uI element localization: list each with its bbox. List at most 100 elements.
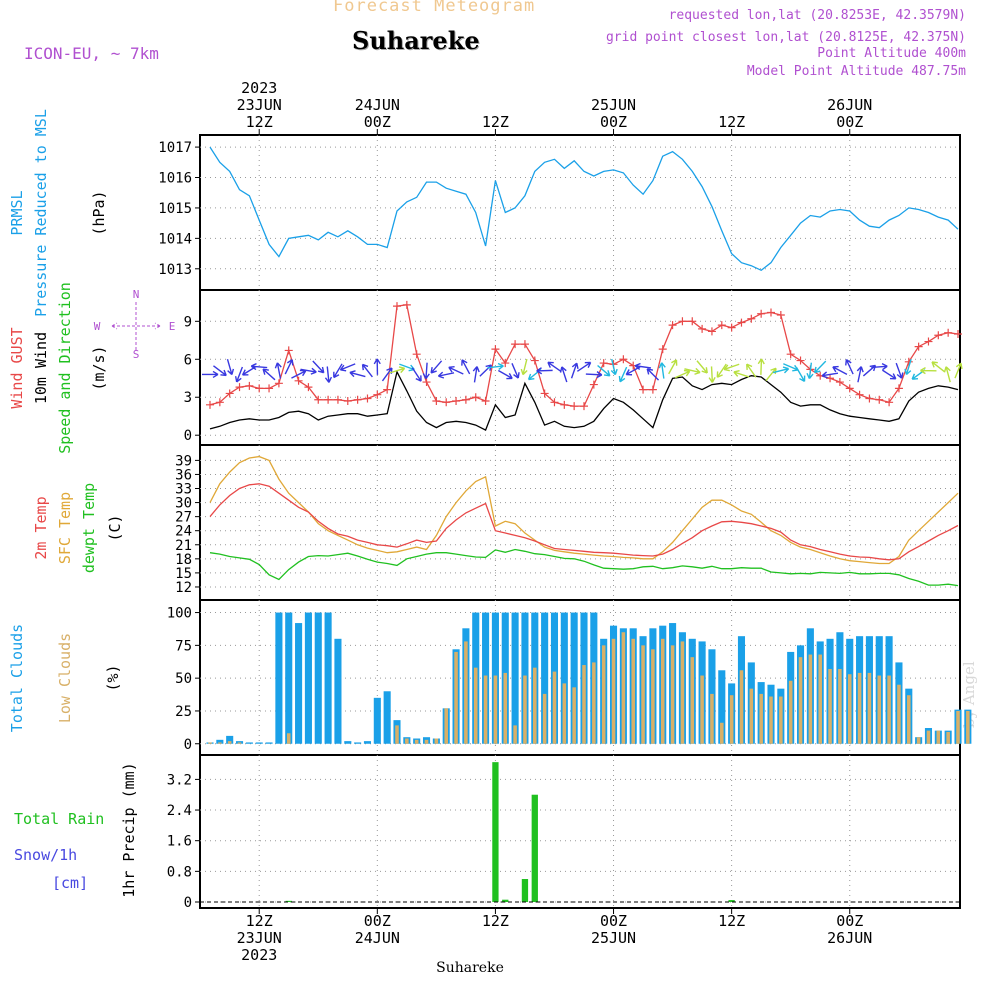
- gust-point: [442, 398, 451, 407]
- wind-direction-arrow: [559, 366, 568, 383]
- snow-unit-legend: [cm]: [52, 874, 88, 892]
- wind-direction-arrow: [813, 360, 827, 374]
- wind-arrow-shape: [684, 367, 701, 375]
- wind-direction-arrow: [448, 365, 464, 375]
- wind-arrow-shape: [461, 359, 471, 375]
- wind-arrow-shape: [708, 366, 716, 383]
- low-cloud-bar: [601, 645, 606, 744]
- wind-arrow-shape: [882, 369, 897, 380]
- compass-east: E: [169, 320, 176, 333]
- low-cloud-bar: [838, 668, 842, 744]
- time-label-top: 25JUN: [591, 96, 636, 114]
- total-cloud-bar: [226, 735, 234, 744]
- wind-direction-arrow: [349, 370, 366, 378]
- gust-point: [520, 340, 529, 349]
- wind-direction-arrow: [708, 366, 716, 383]
- gust-point: [855, 390, 864, 399]
- wind-direction-arrow: [911, 369, 926, 380]
- wind-direction-arrow: [862, 364, 877, 377]
- y-tick-label: 0.8: [167, 864, 192, 880]
- low-cloud-bar: [818, 654, 822, 744]
- y-tick-label: 75: [175, 638, 192, 654]
- wind-direction-arrow: [723, 363, 740, 372]
- low-cloud-bar: [660, 638, 665, 744]
- wind-arrow-shape: [262, 368, 276, 381]
- low-cloud-bar: [631, 638, 635, 744]
- wind-direction-arrow: [430, 360, 443, 374]
- wind-arrow-shape: [333, 363, 343, 379]
- wind-arrow-shape: [422, 362, 430, 380]
- gust-point: [422, 378, 431, 387]
- gust-point: [481, 397, 490, 406]
- gust-point: [727, 323, 736, 332]
- snow-legend: Snow/1h: [14, 846, 77, 864]
- wind-direction-arrow: [373, 358, 381, 375]
- low-cloud-bar: [533, 667, 537, 744]
- wind-direction-arrow: [511, 363, 520, 379]
- wind-arrow-shape: [576, 361, 592, 372]
- rain-bar: [502, 899, 509, 902]
- wind-direction-arrow: [871, 363, 888, 371]
- gust-point: [452, 397, 461, 406]
- rain-bar: [531, 794, 538, 902]
- total-cloud-bar: [235, 741, 244, 744]
- wind-direction-arrow: [291, 369, 307, 379]
- total-clouds-label: Total Clouds: [8, 624, 26, 732]
- wind-arrow-shape: [832, 365, 848, 376]
- wind-arrow-shape: [871, 363, 888, 371]
- y-tick-label: 1.6: [167, 834, 192, 850]
- gust-point: [885, 398, 894, 407]
- gust-point: [747, 314, 756, 323]
- wind-direction-label: Speed and Direction: [56, 282, 74, 454]
- y-tick-label: 33: [175, 482, 192, 498]
- wind-arrow-shape: [274, 362, 282, 379]
- gust-point: [530, 356, 539, 365]
- gust-point: [865, 394, 874, 403]
- low-cloud-bar: [857, 672, 862, 744]
- wind-arrow-shape: [213, 365, 227, 377]
- wind-direction-arrow: [411, 367, 422, 382]
- low-cloud-bar: [966, 710, 970, 744]
- gust-line: [209, 304, 959, 407]
- gust-point: [688, 317, 697, 326]
- panel-frame: [199, 754, 961, 909]
- wind-arrow-shape: [646, 368, 660, 381]
- wind-direction-arrow: [882, 369, 897, 380]
- wind-direction-arrow: [300, 367, 317, 375]
- gust-point: [265, 384, 274, 393]
- wind-direction-arrow: [274, 362, 282, 379]
- gust-point: [944, 328, 953, 337]
- low-cloud-bar: [749, 688, 754, 744]
- total-cloud-bar: [324, 612, 332, 744]
- gust-point: [658, 345, 667, 354]
- compass-west: W: [94, 320, 101, 333]
- wind-arrow-shape: [895, 362, 904, 379]
- wind-arrow-shape: [536, 367, 553, 375]
- gust-point: [255, 384, 264, 393]
- time-label-bottom: 26JUN: [827, 929, 872, 947]
- low-cloud-bar: [562, 683, 567, 744]
- y-tick-label: 30: [175, 496, 192, 512]
- wind-direction-arrow: [497, 369, 513, 380]
- wind-arrow-shape: [716, 363, 727, 378]
- gust-point: [314, 395, 323, 404]
- total-cloud-bar: [295, 623, 303, 744]
- gust-point: [580, 402, 588, 411]
- wind-arrow-shape: [472, 366, 480, 383]
- wind-arrow-shape: [920, 367, 937, 375]
- wind-direction-arrow: [618, 366, 628, 383]
- low-cloud-bar: [759, 693, 763, 744]
- wind-direction-arrow: [821, 371, 839, 379]
- wind-arrow-shape: [806, 362, 814, 380]
- gust-point: [698, 324, 707, 333]
- gust-point: [511, 340, 520, 349]
- wind-arrow-shape: [381, 367, 393, 382]
- total-cloud-bar: [245, 742, 253, 744]
- gust-point: [284, 346, 293, 355]
- wind-direction-arrow: [920, 367, 937, 375]
- model-label: ICON-EU, ~ 7km: [24, 44, 159, 63]
- y-tick-label: 36: [175, 467, 192, 483]
- wind-arrow-shape: [723, 363, 740, 372]
- wind-arrow-shape: [487, 362, 504, 371]
